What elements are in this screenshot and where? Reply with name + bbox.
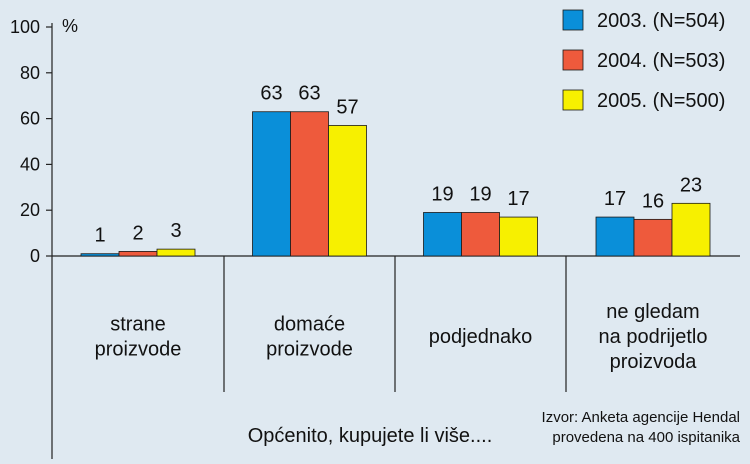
- category-label-3-line-1: podjednako: [429, 326, 532, 348]
- bar-3-series-3: [499, 216, 538, 257]
- data-label-3-series-3: 17: [507, 188, 529, 210]
- bar-4-series-3: [671, 202, 711, 257]
- data-label-2-series-3: 57: [336, 96, 358, 118]
- data-label-4-series-2: 16: [642, 190, 664, 212]
- legend: 2003. (N=504) 2004. (N=503) 2005. (N=500): [562, 9, 725, 112]
- data-label-1-series-2: 2: [132, 222, 143, 244]
- category-label-2-line-2: proizvode: [266, 339, 353, 361]
- category-label-4-line-1: ne gledam: [606, 301, 699, 323]
- bar-2-series-1: [252, 111, 291, 257]
- category-label-2-line-1: domaće: [274, 314, 345, 336]
- data-label-1-series-1: 1: [94, 225, 105, 247]
- category-label-1-line-2: proizvode: [95, 339, 182, 361]
- bar-2-series-2: [290, 111, 329, 257]
- bar-4-series-1: [595, 216, 635, 257]
- source-note-line-1: Izvor: Anketa agencije Hendal: [542, 409, 740, 426]
- y-tick-label-40: 40: [20, 154, 40, 174]
- bar-1-series-1: [80, 253, 120, 257]
- legend-label-2: 2004. (N=503): [597, 50, 725, 72]
- category-label-4-line-2: na podrijetlo: [599, 326, 708, 348]
- legend-swatch-1: [562, 9, 584, 31]
- bar-1-series-3: [156, 248, 196, 257]
- legend-label-3: 2005. (N=500): [597, 90, 725, 112]
- legend-swatch-2: [562, 49, 584, 71]
- x-axis-title: Općenito, kupujete li više....: [248, 425, 493, 447]
- bars: [80, 111, 711, 257]
- data-label-2-series-1: 63: [260, 83, 282, 105]
- bar-4-series-2: [633, 218, 673, 257]
- data-label-3-series-1: 19: [431, 183, 453, 205]
- bar-1-series-2: [118, 251, 158, 257]
- data-label-4-series-1: 17: [604, 188, 626, 210]
- data-label-1-series-3: 3: [170, 220, 181, 242]
- category-label-1-line-1: strane: [110, 314, 166, 336]
- category-label-4-line-3: proizvoda: [610, 351, 698, 373]
- y-tick-label-0: 0: [30, 246, 40, 266]
- data-label-4-series-3: 23: [680, 174, 702, 196]
- data-label-3-series-2: 19: [469, 183, 491, 205]
- bar-3-series-2: [461, 212, 500, 257]
- bar-2-series-3: [328, 125, 367, 257]
- y-tick-label-80: 80: [20, 63, 40, 83]
- legend-label-1: 2003. (N=504): [597, 10, 725, 32]
- legend-swatch-3: [562, 89, 584, 111]
- y-tick-label-100: 100: [10, 17, 40, 37]
- bar-3-series-1: [423, 212, 462, 257]
- y-tick-label-20: 20: [20, 200, 40, 220]
- axes: 0 20 40 60 80 100 strane proizvode domaće proizvo…: [10, 17, 740, 459]
- y-tick-label-60: 60: [20, 109, 40, 129]
- y-axis-unit-label: %: [62, 16, 78, 36]
- data-label-2-series-2: 63: [298, 83, 320, 105]
- source-note-line-2: provedena na 400 ispitanika: [552, 429, 740, 446]
